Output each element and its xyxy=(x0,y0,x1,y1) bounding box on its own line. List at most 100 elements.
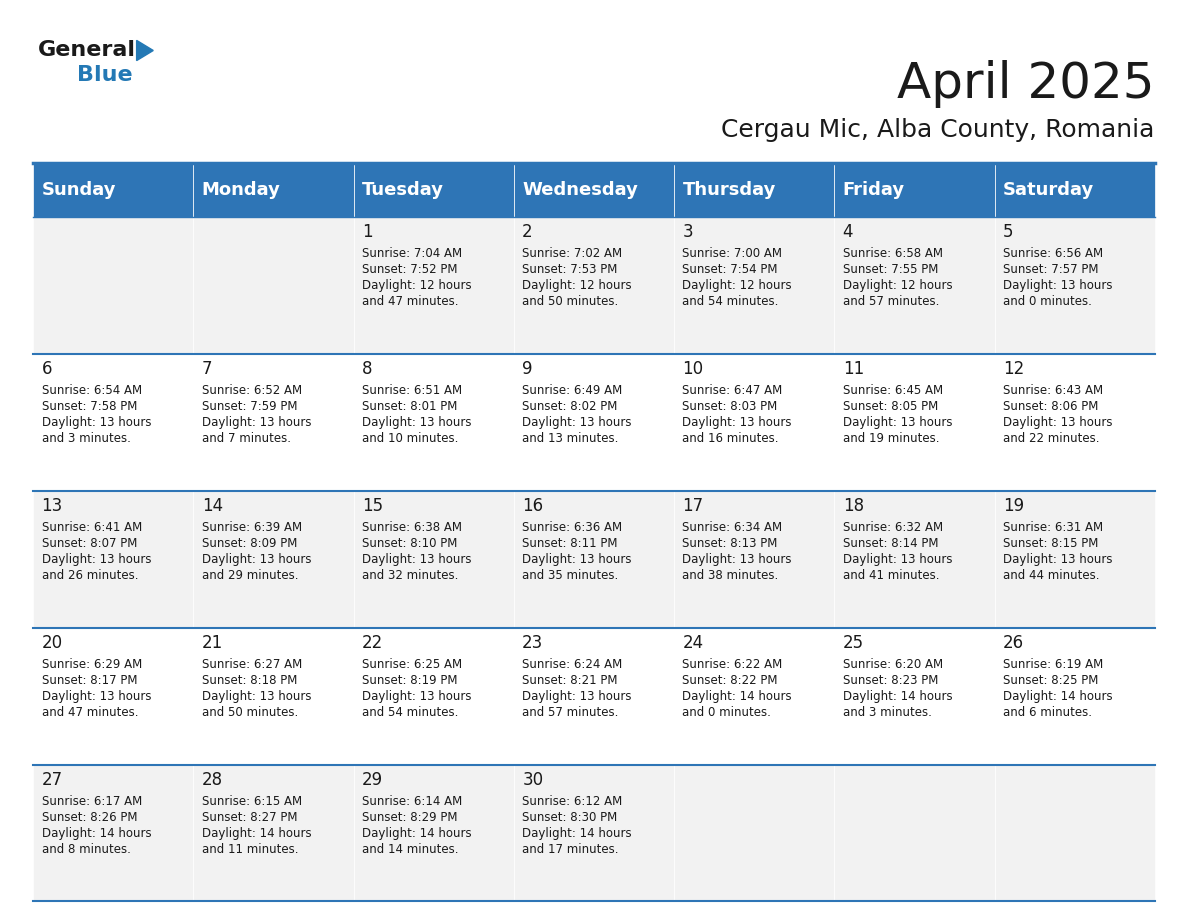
Text: and 54 minutes.: and 54 minutes. xyxy=(362,706,459,719)
Text: Daylight: 13 hours: Daylight: 13 hours xyxy=(523,416,632,429)
Bar xyxy=(514,353,674,490)
Text: 30: 30 xyxy=(523,771,543,789)
Bar xyxy=(33,490,194,628)
Text: Daylight: 13 hours: Daylight: 13 hours xyxy=(1003,279,1112,292)
Text: Sunrise: 6:20 AM: Sunrise: 6:20 AM xyxy=(842,658,943,671)
Text: and 8 minutes.: and 8 minutes. xyxy=(42,843,131,856)
Text: Daylight: 14 hours: Daylight: 14 hours xyxy=(523,827,632,840)
Text: Blue: Blue xyxy=(77,65,133,85)
Bar xyxy=(514,217,674,353)
Text: Daylight: 14 hours: Daylight: 14 hours xyxy=(362,827,472,840)
Text: 25: 25 xyxy=(842,634,864,652)
Text: 3: 3 xyxy=(682,223,693,241)
Text: and 57 minutes.: and 57 minutes. xyxy=(842,296,939,308)
Text: Sunrise: 6:43 AM: Sunrise: 6:43 AM xyxy=(1003,384,1102,397)
Text: Sunrise: 6:54 AM: Sunrise: 6:54 AM xyxy=(42,384,141,397)
Text: Sunset: 7:54 PM: Sunset: 7:54 PM xyxy=(682,263,778,276)
Bar xyxy=(834,490,994,628)
Bar xyxy=(834,217,994,353)
Text: Sunset: 8:13 PM: Sunset: 8:13 PM xyxy=(682,537,778,550)
Text: and 26 minutes.: and 26 minutes. xyxy=(42,569,138,582)
Text: Sunset: 7:58 PM: Sunset: 7:58 PM xyxy=(42,400,137,413)
Text: Sunrise: 6:22 AM: Sunrise: 6:22 AM xyxy=(682,658,783,671)
Text: Sunset: 8:07 PM: Sunset: 8:07 PM xyxy=(42,537,137,550)
Text: and 7 minutes.: and 7 minutes. xyxy=(202,432,291,445)
Text: Sunrise: 6:41 AM: Sunrise: 6:41 AM xyxy=(42,521,141,534)
Text: 15: 15 xyxy=(362,497,383,515)
Bar xyxy=(33,353,194,490)
Text: Sunrise: 6:12 AM: Sunrise: 6:12 AM xyxy=(523,795,623,808)
Polygon shape xyxy=(137,40,153,61)
Bar xyxy=(194,765,354,901)
Text: 22: 22 xyxy=(362,634,384,652)
Text: Sunset: 8:15 PM: Sunset: 8:15 PM xyxy=(1003,537,1098,550)
Text: 26: 26 xyxy=(1003,634,1024,652)
Text: Sunrise: 6:14 AM: Sunrise: 6:14 AM xyxy=(362,795,462,808)
Bar xyxy=(994,353,1155,490)
Text: Sunset: 7:55 PM: Sunset: 7:55 PM xyxy=(842,263,939,276)
Bar xyxy=(674,217,834,353)
Text: Sunrise: 6:19 AM: Sunrise: 6:19 AM xyxy=(1003,658,1104,671)
Text: Daylight: 13 hours: Daylight: 13 hours xyxy=(523,553,632,566)
Bar xyxy=(354,765,514,901)
Text: and 0 minutes.: and 0 minutes. xyxy=(682,706,771,719)
Text: Daylight: 13 hours: Daylight: 13 hours xyxy=(1003,416,1112,429)
Text: 24: 24 xyxy=(682,634,703,652)
Text: Daylight: 13 hours: Daylight: 13 hours xyxy=(362,690,472,703)
Text: and 47 minutes.: and 47 minutes. xyxy=(362,296,459,308)
Bar xyxy=(194,628,354,765)
Text: and 3 minutes.: and 3 minutes. xyxy=(842,706,931,719)
Text: Sunrise: 6:15 AM: Sunrise: 6:15 AM xyxy=(202,795,302,808)
Text: 12: 12 xyxy=(1003,360,1024,378)
Text: General: General xyxy=(38,40,135,61)
Text: Sunrise: 6:32 AM: Sunrise: 6:32 AM xyxy=(842,521,943,534)
Text: and 29 minutes.: and 29 minutes. xyxy=(202,569,298,582)
Text: and 13 minutes.: and 13 minutes. xyxy=(523,432,619,445)
Text: Sunset: 8:05 PM: Sunset: 8:05 PM xyxy=(842,400,937,413)
Text: and 50 minutes.: and 50 minutes. xyxy=(523,296,619,308)
Text: 8: 8 xyxy=(362,360,373,378)
Bar xyxy=(674,163,834,217)
Bar xyxy=(674,765,834,901)
Text: Daylight: 13 hours: Daylight: 13 hours xyxy=(842,553,952,566)
Text: and 22 minutes.: and 22 minutes. xyxy=(1003,432,1099,445)
Text: Daylight: 12 hours: Daylight: 12 hours xyxy=(523,279,632,292)
Text: Thursday: Thursday xyxy=(682,181,776,199)
Text: Daylight: 14 hours: Daylight: 14 hours xyxy=(682,690,792,703)
Text: Sunset: 8:17 PM: Sunset: 8:17 PM xyxy=(42,674,137,687)
Text: Sunset: 8:30 PM: Sunset: 8:30 PM xyxy=(523,811,618,823)
Text: 4: 4 xyxy=(842,223,853,241)
Text: Sunrise: 6:27 AM: Sunrise: 6:27 AM xyxy=(202,658,302,671)
Text: Sunrise: 6:47 AM: Sunrise: 6:47 AM xyxy=(682,384,783,397)
Text: Sunrise: 7:04 AM: Sunrise: 7:04 AM xyxy=(362,247,462,260)
Text: and 16 minutes.: and 16 minutes. xyxy=(682,432,779,445)
Text: and 6 minutes.: and 6 minutes. xyxy=(1003,706,1092,719)
Bar xyxy=(514,163,674,217)
Text: Sunrise: 6:24 AM: Sunrise: 6:24 AM xyxy=(523,658,623,671)
Text: and 54 minutes.: and 54 minutes. xyxy=(682,296,779,308)
Text: Daylight: 13 hours: Daylight: 13 hours xyxy=(42,553,151,566)
Bar xyxy=(834,628,994,765)
Text: 6: 6 xyxy=(42,360,52,378)
Bar xyxy=(354,217,514,353)
Bar xyxy=(33,163,194,217)
Text: Tuesday: Tuesday xyxy=(362,181,444,199)
Bar xyxy=(994,163,1155,217)
Text: 16: 16 xyxy=(523,497,543,515)
Text: Daylight: 13 hours: Daylight: 13 hours xyxy=(202,553,311,566)
Text: Daylight: 13 hours: Daylight: 13 hours xyxy=(682,416,792,429)
Text: 23: 23 xyxy=(523,634,543,652)
Text: Daylight: 13 hours: Daylight: 13 hours xyxy=(362,553,472,566)
Text: and 41 minutes.: and 41 minutes. xyxy=(842,569,940,582)
Text: Daylight: 13 hours: Daylight: 13 hours xyxy=(202,416,311,429)
Text: and 32 minutes.: and 32 minutes. xyxy=(362,569,459,582)
Text: Sunset: 8:09 PM: Sunset: 8:09 PM xyxy=(202,537,297,550)
Bar xyxy=(834,353,994,490)
Bar xyxy=(834,163,994,217)
Text: 28: 28 xyxy=(202,771,223,789)
Text: Sunset: 8:11 PM: Sunset: 8:11 PM xyxy=(523,537,618,550)
Text: Sunrise: 7:02 AM: Sunrise: 7:02 AM xyxy=(523,247,623,260)
Text: Daylight: 14 hours: Daylight: 14 hours xyxy=(842,690,953,703)
Text: and 44 minutes.: and 44 minutes. xyxy=(1003,569,1099,582)
Bar xyxy=(514,765,674,901)
